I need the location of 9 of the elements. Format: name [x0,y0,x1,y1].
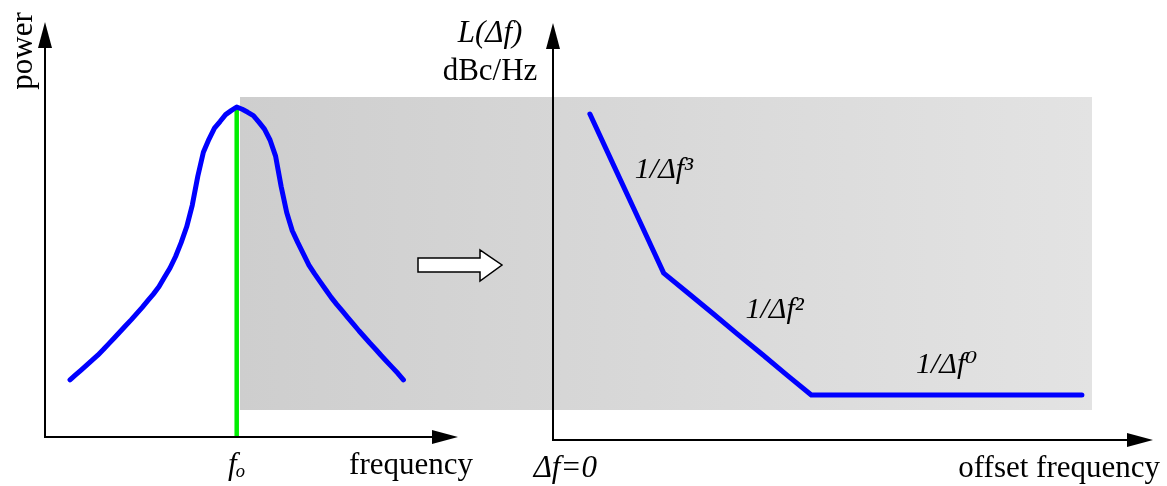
y-axis-title: power [4,11,39,90]
y-axis-title: L(Δf) dBc/Hz [442,14,538,87]
annotation: 1/Δf² [745,291,805,325]
annotation: 1/Δf³ [634,150,695,184]
x-axis-title: offset frequency [958,449,1161,484]
x-axis-title: frequency [349,446,474,481]
text: Δf=0 [531,449,598,484]
text: fₒ [227,446,246,481]
annotation: 1/Δf⁰ [915,346,978,380]
